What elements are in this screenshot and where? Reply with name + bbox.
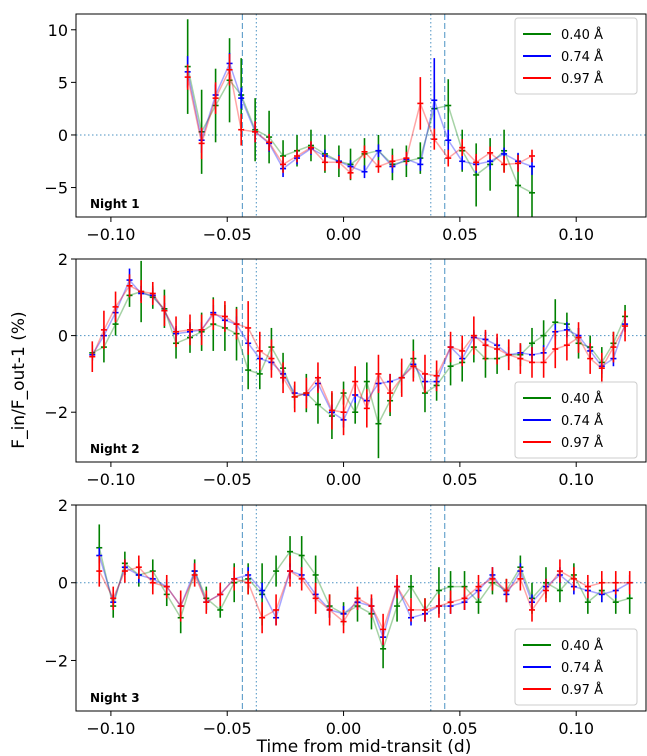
legend-label: 0.74 Å: [561, 49, 603, 65]
series-line: [98, 566, 630, 632]
legend-label: 0.74 Å: [561, 413, 603, 429]
legend-box: [514, 17, 638, 95]
panel-label: Night 1: [90, 197, 140, 211]
x-tick-label: −0.05: [203, 225, 252, 244]
legend-box: [514, 628, 638, 706]
x-tick-label: 0.05: [442, 225, 478, 244]
panel-label: Night 2: [90, 442, 140, 456]
legend: 0.40 Å 0.74 Å 0.97 Å: [514, 17, 638, 95]
y-tick-label: −2: [44, 651, 68, 670]
x-tick-label: 0.05: [442, 470, 478, 489]
y-tick-label: 0: [58, 126, 68, 145]
series-line: [91, 284, 626, 414]
legend-label: 0.97 Å: [561, 435, 603, 451]
x-axis-label: Time from mid-transit (d): [256, 737, 472, 756]
axes-frame: [75, 258, 647, 463]
x-tick-label: −0.05: [203, 470, 252, 489]
panel-1: −0.10 −0.05 0.00 0.05 0.10 10 5 0 −5 Night 1 0.40 …: [44, 13, 647, 244]
panel-label: Night 3: [90, 691, 140, 705]
x-tick-label: 0.05: [442, 719, 478, 738]
x-tick-label: 0.00: [326, 225, 362, 244]
legend: 0.40 Å 0.74 Å 0.97 Å: [514, 381, 638, 459]
series-w097: [89, 274, 629, 436]
legend-label: 0.40 Å: [561, 638, 603, 654]
y-tick-label: 2: [58, 496, 68, 515]
x-tick-label: −0.10: [86, 225, 135, 244]
axes-frame: [75, 13, 647, 218]
series-line: [98, 555, 631, 640]
series-line: [91, 290, 626, 426]
y-tick-label: 0: [58, 574, 68, 593]
series-line: [91, 278, 626, 422]
y-tick-label: −5: [44, 179, 68, 198]
panels: −0.10 −0.05 0.00 0.05 0.10 10 5 0 −5 Night 1 0.40 …: [44, 13, 647, 738]
plot-area: [76, 14, 646, 217]
legend-box: [514, 381, 638, 459]
x-tick-label: −0.05: [203, 719, 252, 738]
x-tick-label: 0.10: [558, 470, 594, 489]
legend-label: 0.74 Å: [561, 660, 603, 676]
legend-label: 0.97 Å: [561, 71, 603, 87]
x-tick-label: 0.00: [326, 470, 362, 489]
plot-area: [76, 505, 646, 711]
y-tick-label: 0: [58, 327, 68, 346]
y-tick-label: 10: [48, 21, 68, 40]
y-tick-label: −2: [44, 403, 68, 422]
legend-label: 0.40 Å: [561, 391, 603, 407]
x-tick-label: −0.10: [86, 470, 135, 489]
y-tick-label: 5: [58, 73, 68, 92]
axes-frame: [75, 504, 647, 712]
series-line: [186, 66, 533, 194]
x-tick-label: 0.00: [326, 719, 362, 738]
series-w097: [96, 555, 633, 645]
series-w097: [184, 53, 535, 180]
y-axis-label: F_in/F_out-1 (%): [9, 311, 29, 448]
plot-area: [76, 259, 646, 462]
legend-label: 0.40 Å: [561, 27, 603, 43]
legend-label: 0.97 Å: [561, 682, 603, 698]
x-tick-label: 0.10: [558, 719, 594, 738]
series-line: [98, 547, 630, 652]
y-tick-label: 2: [58, 250, 68, 269]
x-tick-label: −0.10: [86, 719, 135, 738]
x-tick-label: 0.10: [558, 225, 594, 244]
legend: 0.40 Å 0.74 Å 0.97 Å: [514, 628, 638, 706]
